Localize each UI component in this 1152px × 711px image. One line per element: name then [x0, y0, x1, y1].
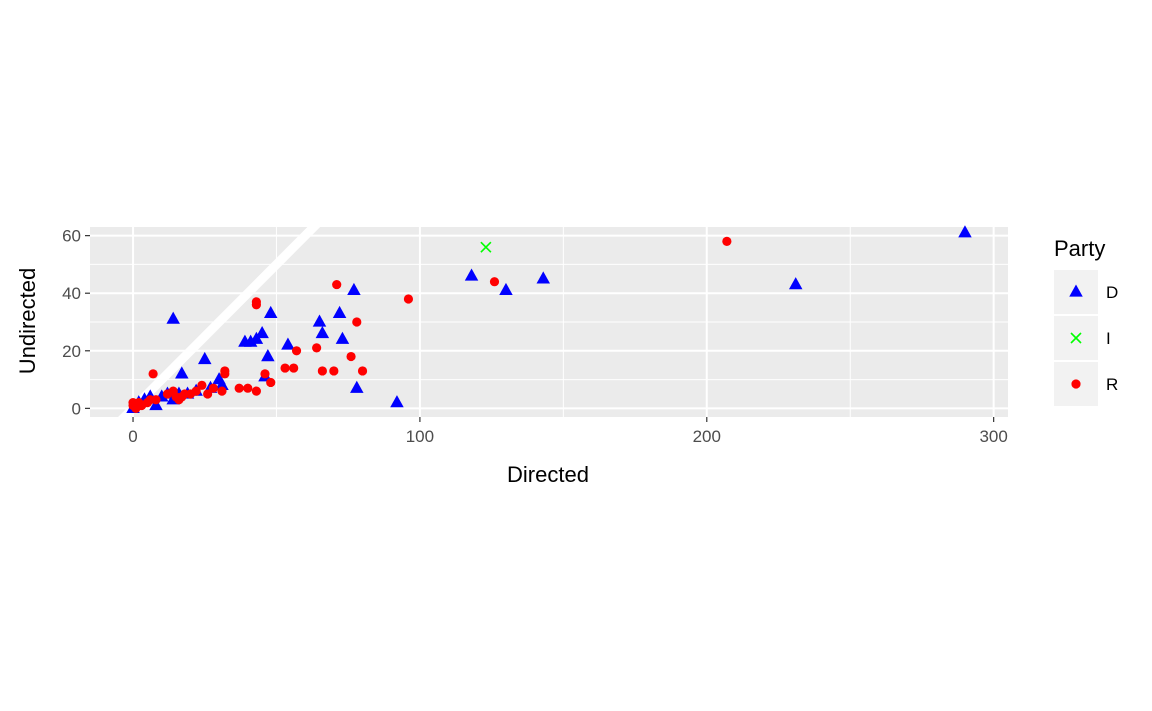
data-point [357, 366, 368, 376]
legend-key-r [1071, 379, 1081, 389]
data-point [148, 369, 158, 379]
data-point [291, 346, 302, 356]
x-tick-label: 0 [128, 427, 137, 446]
data-point [536, 271, 551, 284]
data-point [266, 377, 276, 388]
data-point [281, 337, 295, 350]
data-point [289, 363, 299, 373]
x-axis-title: Directed [507, 462, 589, 487]
legend-label-i: I [1106, 329, 1111, 348]
data-point [166, 311, 180, 324]
data-point [346, 351, 356, 362]
data-point [263, 305, 278, 319]
data-point [352, 317, 362, 327]
data-point [208, 383, 218, 393]
data-point [251, 297, 261, 307]
y-tick-label: 40 [62, 284, 81, 303]
data-point [280, 363, 290, 373]
data-point [390, 395, 404, 408]
reference-line [118, 227, 321, 417]
data-marks-group [126, 225, 972, 414]
y-tick-label: 0 [72, 399, 81, 418]
data-point [217, 386, 227, 396]
data-point [151, 395, 161, 405]
data-point [198, 351, 212, 365]
y-axis-title: Undirected [15, 268, 40, 374]
data-point [175, 366, 189, 379]
data-point [234, 383, 244, 393]
legend-label-r: R [1106, 375, 1118, 394]
plot-panel-group [90, 227, 1008, 417]
legend: Party D I R [1054, 236, 1118, 406]
data-point [260, 369, 270, 379]
x-tick-label: 300 [979, 427, 1007, 446]
data-point [722, 236, 732, 246]
series-i [480, 241, 492, 253]
y-tick-label: 20 [62, 342, 81, 361]
data-point [480, 241, 492, 253]
data-point [335, 331, 350, 344]
legend-key-i [1070, 332, 1082, 344]
x-tick-label: 200 [693, 427, 721, 446]
data-point [403, 294, 414, 304]
data-point [251, 386, 261, 396]
data-point [788, 277, 803, 290]
data-point [315, 326, 330, 339]
axes-group: 0 100 200 300 0 20 40 60 [62, 227, 1008, 446]
x-tick-label: 100 [406, 427, 434, 446]
data-point [243, 383, 253, 393]
data-point [332, 279, 342, 290]
data-point [329, 366, 339, 376]
data-point [203, 389, 213, 399]
data-point-stroke [480, 241, 492, 253]
legend-key-i-stroke [1070, 332, 1082, 344]
data-point [312, 314, 327, 327]
data-point [347, 282, 361, 295]
data-point [191, 386, 201, 396]
data-point [261, 349, 275, 362]
data-point [317, 366, 327, 376]
data-point [350, 380, 364, 393]
data-point [312, 343, 322, 353]
legend-title: Party [1054, 236, 1105, 261]
y-tick-label: 60 [62, 227, 81, 246]
data-point [220, 366, 230, 376]
data-point [215, 377, 229, 390]
data-point [332, 305, 347, 319]
legend-label-d: D [1106, 283, 1118, 302]
data-point [197, 380, 207, 390]
data-point [958, 225, 972, 238]
data-point [255, 326, 269, 339]
data-point [464, 268, 479, 281]
data-point [499, 282, 513, 295]
data-point [489, 277, 500, 287]
legend-key-d [1069, 284, 1083, 297]
series-r [128, 236, 732, 413]
